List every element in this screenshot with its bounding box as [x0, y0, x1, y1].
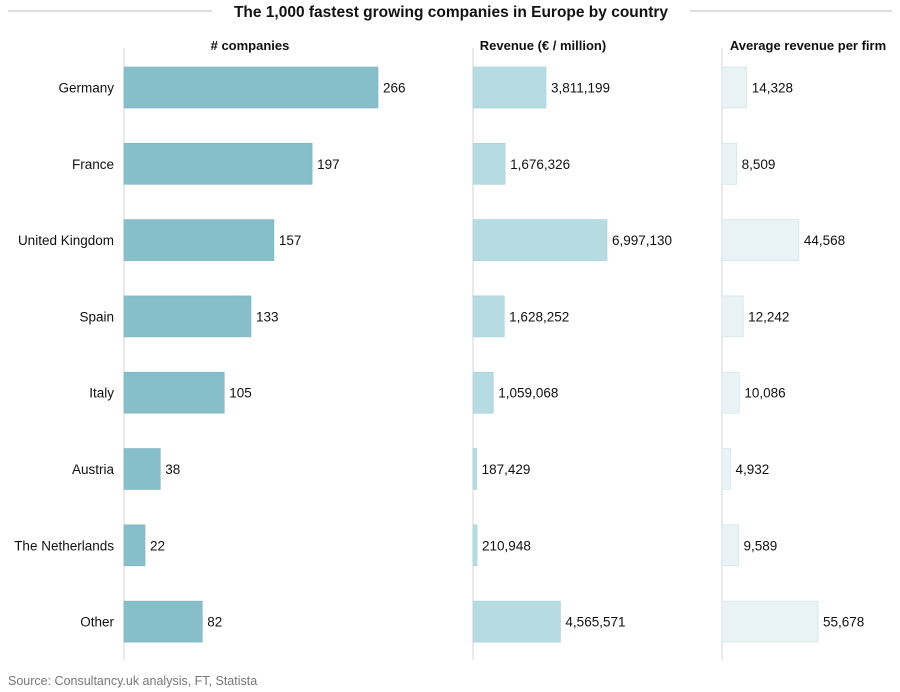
panel-title-2: Revenue (€ / million): [480, 38, 606, 53]
value-label-series3-7: 9,589: [744, 538, 778, 553]
value-label-series1-7: 22: [150, 538, 165, 553]
value-label-series1-1: 266: [383, 81, 406, 96]
value-label-series3-2: 8,509: [742, 157, 776, 172]
bar-series2-4: [472, 295, 505, 338]
category-label-germany: Germany: [58, 81, 114, 96]
bar-series3-6: [721, 448, 731, 490]
bar-series2-6: [472, 448, 477, 490]
category-label-italy: Italy: [89, 386, 114, 401]
value-label-series2-7: 210,948: [482, 538, 531, 553]
bar-series2-8: [472, 600, 561, 643]
bar-series1-6: [123, 448, 161, 490]
category-label-other: Other: [80, 615, 114, 630]
value-label-series2-6: 187,429: [482, 462, 531, 477]
bar-series3-7: [721, 524, 739, 567]
bar-series1-4: [123, 295, 252, 338]
panels: Germany France United Kingdom Spain Italy Aus…: [14, 38, 886, 660]
bar-series2-5: [472, 371, 494, 414]
chart-source: Source: Consultancy.uk analysis, FT, Sta…: [8, 674, 257, 688]
value-label-series3-3: 44,568: [804, 233, 845, 248]
value-label-series2-5: 1,059,068: [498, 386, 558, 401]
value-label-series2-8: 4,565,571: [565, 615, 625, 630]
value-label-series1-3: 157: [279, 233, 302, 248]
bar-series2-1: [472, 66, 547, 109]
chart-title: The 1,000 fastest growing companies in E…: [234, 4, 668, 21]
value-label-series3-4: 12,242: [748, 309, 789, 324]
bar-series1-2: [123, 143, 313, 185]
bar-series1-5: [123, 371, 225, 414]
category-label-france: France: [72, 157, 114, 172]
value-label-series1-2: 197: [317, 157, 340, 172]
bar-series2-2: [472, 143, 506, 185]
value-label-series3-5: 10,086: [744, 386, 785, 401]
value-label-series1-8: 82: [207, 615, 222, 630]
bar-series3-3: [721, 219, 800, 261]
category-label-spain: Spain: [79, 309, 114, 324]
panel-title-3: Average revenue per firm: [730, 38, 886, 53]
bar-series2-7: [472, 524, 478, 567]
value-label-series2-3: 6,997,130: [612, 233, 672, 248]
bar-series3-1: [721, 66, 748, 109]
value-label-series2-2: 1,676,326: [510, 157, 570, 172]
value-label-series3-8: 55,678: [823, 615, 864, 630]
value-label-series2-4: 1,628,252: [509, 309, 569, 324]
bar-series1-8: [123, 600, 203, 643]
value-label-series3-6: 4,932: [736, 462, 770, 477]
bar-series3-4: [721, 295, 744, 338]
panel-title-1: # companies: [211, 38, 290, 53]
value-label-series2-1: 3,811,199: [551, 81, 610, 96]
value-label-series1-5: 105: [229, 386, 252, 401]
bar-series1-1: [123, 66, 379, 109]
category-label-united-kingdom: United Kingdom: [18, 233, 114, 248]
bar-series1-3: [123, 219, 275, 261]
value-label-series3-1: 14,328: [752, 81, 793, 96]
category-label-austria: Austria: [72, 462, 115, 477]
bar-series3-5: [721, 371, 740, 414]
category-label-the-netherlands: The Netherlands: [14, 538, 114, 553]
bar-series3-8: [721, 600, 819, 643]
bar-series1-7: [123, 524, 146, 567]
bar-series2-3: [472, 219, 608, 261]
bar-series3-2: [721, 143, 737, 185]
value-label-series1-4: 133: [256, 309, 279, 324]
value-label-series1-6: 38: [165, 462, 180, 477]
